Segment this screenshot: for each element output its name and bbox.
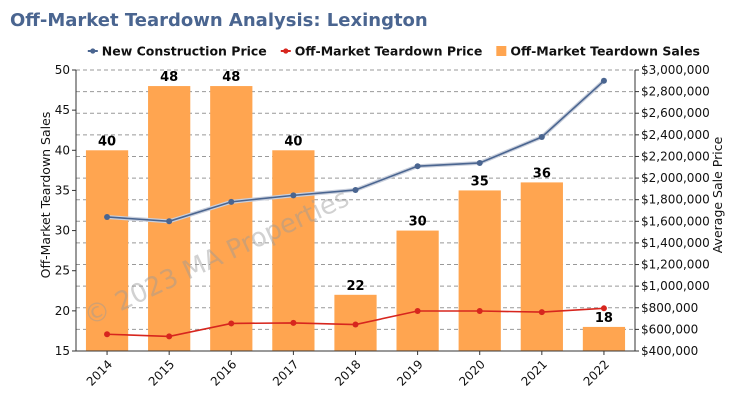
bar-label-2020: 35 <box>471 174 489 189</box>
bar-2020 <box>458 190 501 351</box>
point-0-2015 <box>166 218 173 225</box>
point-1-2015 <box>166 333 173 340</box>
point-1-2019 <box>414 308 421 315</box>
x-tick-label: 2020 <box>456 357 487 388</box>
y-tick-label: 35 <box>55 183 70 197</box>
bar-2021 <box>520 182 563 351</box>
legend-swatch <box>496 46 507 56</box>
point-1-2016 <box>228 320 235 327</box>
y-tick-label: 25 <box>55 264 70 278</box>
bar-2022 <box>582 326 626 351</box>
bar-label-2019: 30 <box>409 215 427 230</box>
y2-tick-label: $400,000 <box>641 344 698 358</box>
point-1-2020 <box>476 308 483 315</box>
point-1-2014 <box>104 331 111 338</box>
y-ticks: 15 20 25 30 35 40 45 50 <box>55 63 76 358</box>
y2-tick-label: $1,800,000 <box>641 193 710 207</box>
legend-marker <box>283 48 289 54</box>
x-tick-label: 2022 <box>581 357 612 388</box>
y2-tick-label: $1,600,000 <box>641 214 710 228</box>
legend: New Construction Price Off-Market Teardow… <box>87 44 700 59</box>
y2-tick-label: $2,400,000 <box>641 128 710 142</box>
bar-2019 <box>396 230 439 351</box>
x-ticks: 2014 2015 2016 2017 2018 2019 2020 2021 2022 <box>84 351 612 389</box>
y2-tick-label: $2,200,000 <box>641 149 710 163</box>
x-tick-label: 2016 <box>208 357 239 388</box>
point-1-2021 <box>538 309 545 316</box>
x-tick-label: 2015 <box>146 357 177 388</box>
y-axis-label: Off-Market Teardown Sales <box>38 112 53 279</box>
bar-labels: 40 48 48 40 22 30 35 36 18 <box>98 70 613 326</box>
y-tick-label: 15 <box>55 344 70 358</box>
bar-label-2017: 40 <box>284 134 302 149</box>
point-0-2021 <box>538 134 545 141</box>
chart-title: Off-Market Teardown Analysis: Lexington <box>10 10 428 31</box>
y2-tick-label: $2,600,000 <box>641 106 710 120</box>
y2-tick-label: $1,200,000 <box>641 258 710 272</box>
y2-tick-label: $2,000,000 <box>641 171 710 185</box>
bar-label-2018: 22 <box>346 279 364 294</box>
bar-2014 <box>85 150 129 351</box>
y2-tick-label: $600,000 <box>641 322 698 336</box>
x-tick-label: 2014 <box>84 357 115 388</box>
legend-marker <box>90 48 96 54</box>
point-1-2018 <box>352 321 359 328</box>
bar-label-2015: 48 <box>160 70 178 85</box>
series-lines <box>104 77 607 340</box>
point-1-2022 <box>600 305 607 312</box>
y-tick-label: 40 <box>55 143 70 157</box>
point-1-2017 <box>290 319 297 326</box>
x-tick-label: 2019 <box>394 357 425 388</box>
point-0-2018 <box>352 186 359 193</box>
y-tick-label: 50 <box>55 63 70 77</box>
point-0-2022 <box>600 77 607 84</box>
bars <box>85 86 626 352</box>
point-0-2019 <box>414 163 421 170</box>
y2-ticks: $400,000 $600,000 $800,000 $1,000,000 $1,200… <box>635 63 710 358</box>
y2-tick-label: $1,400,000 <box>641 236 710 250</box>
x-tick-label: 2018 <box>332 357 363 388</box>
y2-tick-label: $3,000,000 <box>641 63 710 77</box>
legend-label: Off-Market Teardown Price <box>295 44 483 59</box>
x-tick-label: 2017 <box>270 357 301 388</box>
y-tick-label: 30 <box>55 224 70 238</box>
bar-2017 <box>272 150 315 351</box>
y2-tick-label: $1,000,000 <box>641 279 710 293</box>
bar-label-2014: 40 <box>98 134 116 149</box>
point-0-2016 <box>228 198 235 205</box>
legend-label: Off-Market Teardown Sales <box>510 44 700 59</box>
legend-label: New Construction Price <box>102 44 267 59</box>
y2-axis-label: Average Sale Price <box>710 136 725 253</box>
bar-label-2021: 36 <box>533 166 551 181</box>
point-0-2017 <box>290 192 297 199</box>
y2-tick-label: $800,000 <box>641 301 698 315</box>
y-tick-label: 45 <box>55 103 70 117</box>
x-tick-label: 2021 <box>518 357 549 388</box>
bar-2016 <box>210 86 253 352</box>
y2-tick-label: $2,800,000 <box>641 85 710 99</box>
bar-label-2016: 48 <box>222 70 240 85</box>
y-tick-label: 20 <box>55 304 70 318</box>
bar-label-2022: 18 <box>595 311 613 326</box>
point-0-2020 <box>476 159 483 166</box>
point-0-2014 <box>104 213 111 220</box>
